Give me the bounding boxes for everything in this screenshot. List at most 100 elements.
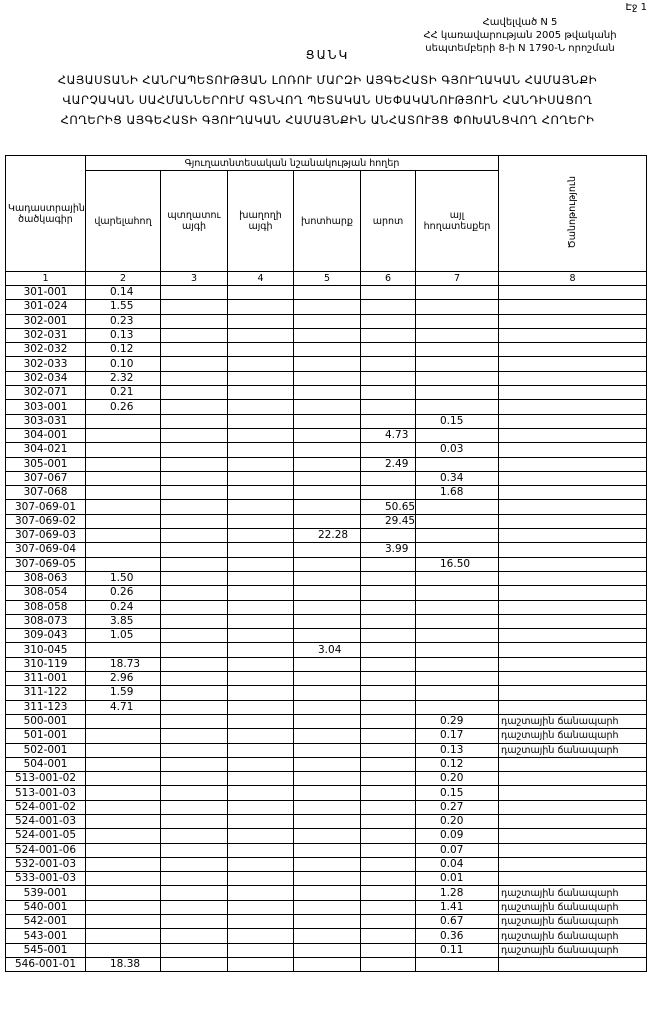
table-row: 308-058 0.24 <box>5 599 648 615</box>
area-cell <box>360 470 416 487</box>
area-cell <box>85 528 161 544</box>
area-cell <box>227 914 294 930</box>
subtitle: ՀԱՅԱՍՏԱՆԻ ՀԱՆՐԱՊԵՏՈՒԹՅԱՆ ԼՈՌՈՒ ՄԱՐԶԻ ԱՅԳ… <box>0 70 655 130</box>
area-cell <box>227 456 294 472</box>
area-cell <box>360 771 416 787</box>
area-cell <box>414 585 500 601</box>
area-cell <box>85 442 161 458</box>
area-cell <box>360 528 416 544</box>
area-cell <box>227 570 294 587</box>
area-cell <box>293 713 361 730</box>
note-cell <box>498 828 648 844</box>
note-cell <box>498 456 648 472</box>
area-cell <box>160 370 228 387</box>
cadastral-code: 308-058 <box>5 599 86 615</box>
table-row: 308-054 0.26 <box>5 585 648 601</box>
area-cell <box>85 742 161 758</box>
column-number: 4 <box>227 271 294 286</box>
area-cell <box>85 928 161 944</box>
area-cell <box>360 370 416 387</box>
area-cell <box>414 685 500 701</box>
annex-line: սեպտեմբերի 8-ի N 1790-Ն որոշման <box>425 43 615 54</box>
area-cell <box>293 513 361 530</box>
area-cell <box>227 713 294 730</box>
column-number: 3 <box>160 271 228 286</box>
area-cell: 0.12 <box>414 756 500 773</box>
table-row: 310-045 3.04 <box>5 642 648 658</box>
note-cell: դաշտային ճանապարհ <box>498 928 648 944</box>
area-cell <box>293 385 361 401</box>
area-cell <box>293 613 361 630</box>
area-cell <box>160 385 228 401</box>
cadastral-code: 532-001-03 <box>5 856 86 873</box>
area-cell <box>227 342 294 358</box>
area-cell <box>85 856 161 873</box>
area-cell: 0.01 <box>414 871 500 887</box>
area-cell: 0.03 <box>414 442 500 458</box>
area-cell <box>160 742 228 758</box>
area-cell <box>414 599 500 615</box>
note-cell <box>498 599 648 615</box>
area-cell <box>85 470 161 487</box>
area-cell <box>293 813 361 830</box>
code-header: Կադաստրային ծածկագիր <box>5 155 86 272</box>
area-cell <box>160 284 228 301</box>
area-cell <box>227 656 294 673</box>
area-cell: 3.04 <box>293 642 361 658</box>
area-cell <box>293 556 361 572</box>
note-cell <box>498 528 648 544</box>
area-cell <box>293 442 361 458</box>
area-cell <box>85 427 161 444</box>
note-cell <box>498 613 648 630</box>
area-cell: 4.71 <box>85 699 161 715</box>
note-cell <box>498 356 648 372</box>
annex: Հավելված N 5 ՀՀ կառավարության 2005 թվակա… <box>420 16 620 55</box>
area-cell <box>414 399 500 415</box>
cadastral-code: 307-069-02 <box>5 513 86 530</box>
area-cell <box>293 342 361 358</box>
area-cell <box>360 628 416 644</box>
area-cell <box>360 813 416 830</box>
cadastral-code: 524-001-05 <box>5 828 86 844</box>
table-row: 513-001-02 0.20 <box>5 771 648 787</box>
area-cell <box>160 728 228 744</box>
area-cell <box>360 385 416 401</box>
area-cell <box>293 427 361 444</box>
area-cell: 0.27 <box>414 799 500 815</box>
cadastral-code: 308-054 <box>5 585 86 601</box>
area-cell <box>227 327 294 344</box>
cadastral-code: 540-001 <box>5 899 86 916</box>
cadastral-code: 500-001 <box>5 713 86 730</box>
note-cell: դաշտային ճանապարհ <box>498 885 648 901</box>
area-cell: 1.59 <box>85 685 161 701</box>
table-row: 311-122 1.59 <box>5 685 648 701</box>
area-cell <box>360 799 416 815</box>
area-cell <box>227 599 294 615</box>
annex-line: ՀՀ կառավարության 2005 թվականի <box>423 30 617 41</box>
land-header: վարելահող <box>85 170 161 272</box>
area-cell <box>85 499 161 515</box>
area-cell <box>160 956 228 973</box>
area-cell <box>160 785 228 801</box>
area-cell <box>160 713 228 730</box>
annex-line: Հավելված N 5 <box>482 17 558 28</box>
area-cell <box>160 528 228 544</box>
area-cell <box>360 556 416 572</box>
area-cell: 18.73 <box>85 656 161 673</box>
area-cell <box>360 928 416 944</box>
note-header: Ծանոթություն <box>498 155 648 272</box>
area-cell <box>160 470 228 487</box>
area-cell <box>293 413 361 429</box>
area-cell <box>360 713 416 730</box>
area-cell <box>360 356 416 372</box>
area-cell <box>293 799 361 815</box>
area-cell <box>293 785 361 801</box>
table-row: 542-001 0.67 դաշտային ճանապարհ <box>5 914 648 930</box>
area-cell <box>160 813 228 830</box>
note-cell: դաշտային ճանապարհ <box>498 713 648 730</box>
cadastral-code: 303-031 <box>5 413 86 429</box>
area-cell: 1.41 <box>414 899 500 916</box>
area-cell <box>227 284 294 301</box>
area-cell <box>160 642 228 658</box>
area-cell <box>227 756 294 773</box>
